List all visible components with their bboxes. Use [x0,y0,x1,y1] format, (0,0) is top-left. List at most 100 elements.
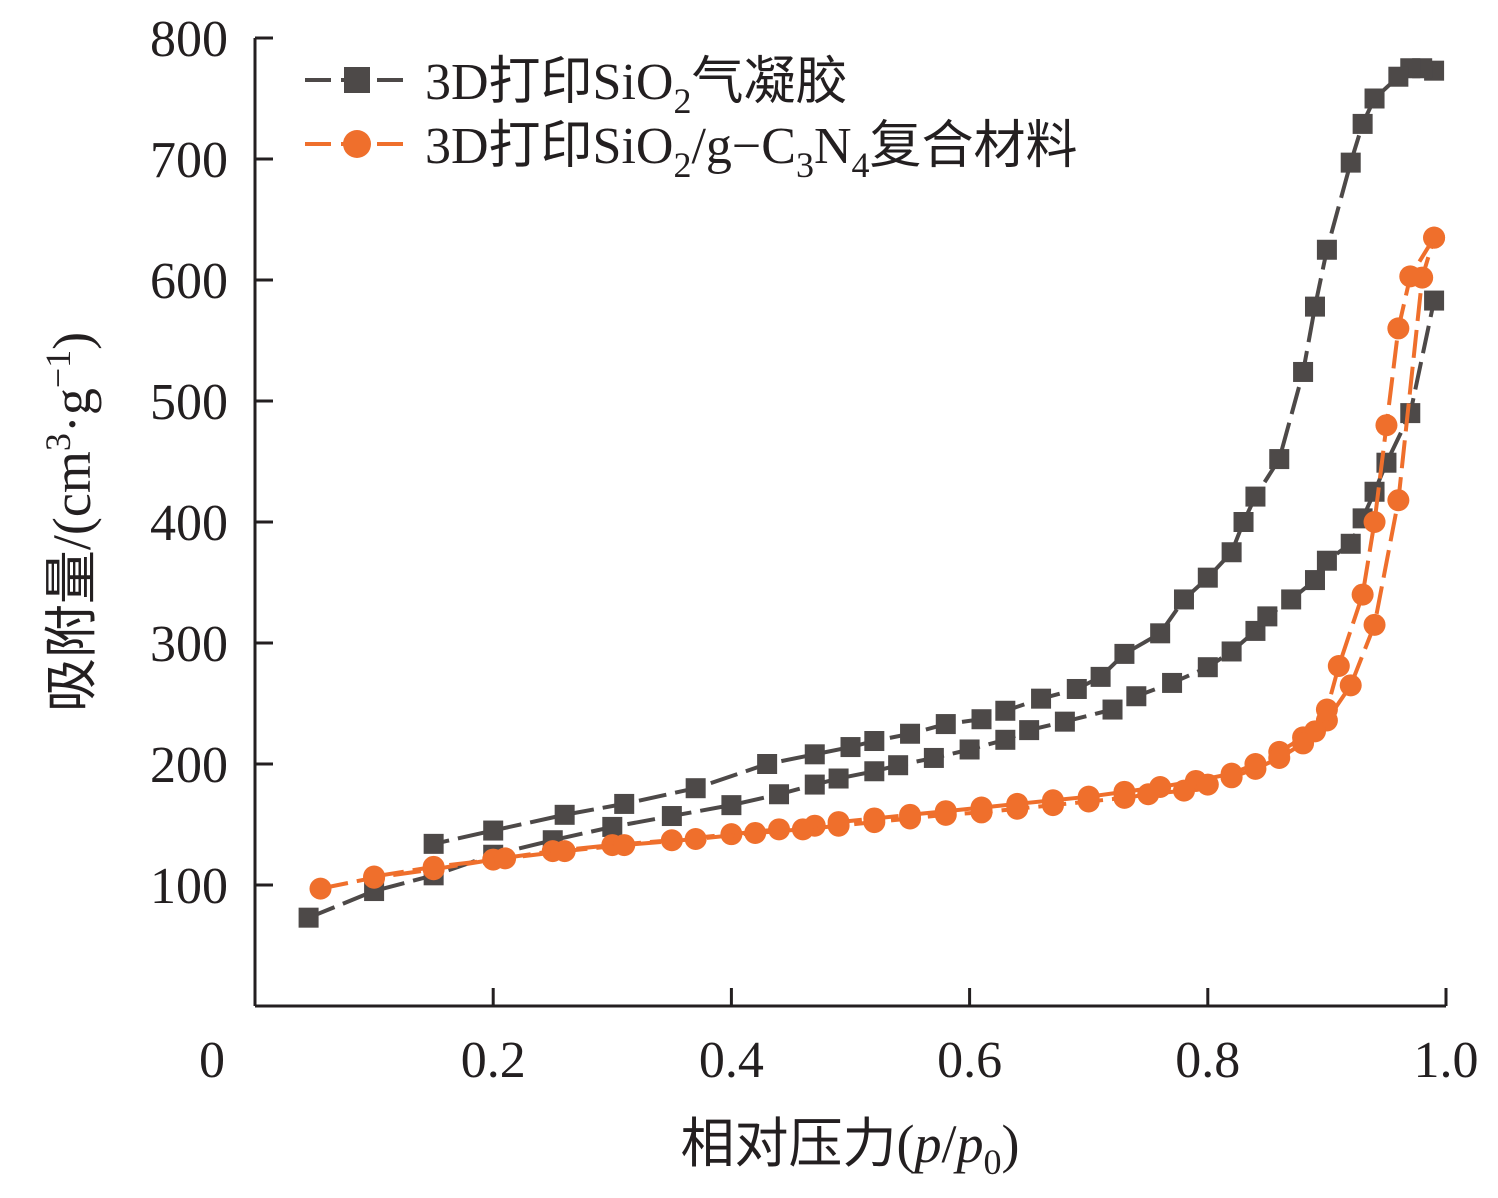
data-point [363,865,386,888]
data-point [553,840,576,863]
legend-entry-composite: 3D打印SiO2/g−C3N4复合材料 [305,118,1078,185]
data-point [828,768,849,789]
data-point [1293,361,1314,382]
data-point [1399,265,1422,288]
data-point [1244,757,1267,780]
x-ticks: 0 0.2 0.4 0.6 0.8 1.0 [199,988,1479,1089]
data-point [1220,766,1243,789]
data-point [1172,779,1195,802]
data-point [1424,290,1445,311]
data-point [804,744,825,765]
data-point [1113,786,1136,809]
data-point [614,793,635,814]
data-point [864,761,885,782]
data-point [1006,797,1029,820]
data-point [613,834,636,857]
data-point [1327,654,1350,677]
series-line-desorption [433,66,1435,846]
data-point [840,737,861,758]
data-point [1423,226,1446,249]
data-point [1339,674,1362,697]
series-line-adsorption [307,300,1437,920]
data-point [864,731,885,752]
data-point [1077,790,1100,813]
y-tick-label: 500 [150,374,228,431]
data-point [1352,113,1373,134]
data-point [423,833,444,854]
data-point [1150,623,1171,644]
data-point [1197,567,1218,588]
y-tick-label: 300 [150,616,228,673]
data-point [1388,66,1409,87]
data-point [298,907,319,928]
data-point [1173,589,1194,610]
data-point [1375,414,1398,437]
data-point [935,714,956,735]
data-point [995,729,1016,750]
x-tick-label: 1.0 [1414,1032,1479,1089]
data-point [1090,666,1111,687]
data-point [1031,688,1052,709]
y-tick-label: 100 [150,858,228,915]
legend-circle-marker [343,130,371,158]
data-point [1364,481,1385,502]
data-point [1245,486,1266,507]
data-point [995,700,1016,721]
data-point [1197,657,1218,678]
x-tick-label: 0.8 [1175,1032,1240,1089]
data-point [1019,720,1040,741]
data-point [494,847,517,870]
y-axis-title: 吸附量/(cm3·g−1) [38,332,102,712]
data-point [1363,511,1386,533]
data-point [1304,570,1325,591]
data-point [1304,296,1325,317]
data-point [768,818,791,841]
data-point [1340,533,1361,554]
x-tick-label: 0.4 [699,1032,764,1089]
series-line-desorption [373,236,1436,879]
data-point [1316,550,1337,571]
data-point [970,801,993,824]
x-tick-label: 0 [199,1032,225,1089]
data-point [923,747,944,768]
data-point [309,877,332,900]
data-point [971,709,992,730]
data-point [1315,698,1338,721]
data-point [483,820,504,841]
x-tick-label: 0.6 [937,1032,1002,1089]
data-point [1316,239,1337,260]
data-point [827,814,850,837]
data-point [1257,606,1278,627]
data-point [1114,643,1135,664]
data-point [1221,542,1242,563]
data-point [1340,152,1361,173]
data-point [899,807,922,830]
y-tick-label: 200 [150,737,228,794]
legend: 3D打印SiO2气凝胶 3D打印SiO2/g−C3N4复合材料 [305,54,1078,185]
data-point [1221,641,1242,662]
data-point [757,754,778,774]
data-point [1066,678,1087,699]
data-point [1162,672,1183,693]
data-point [554,804,575,825]
series-composite [309,226,1446,900]
data-point [1233,512,1254,532]
data-point [684,828,707,851]
data-point [661,806,682,827]
data-point [1281,589,1302,610]
data-point [1041,794,1064,817]
data-point [791,818,814,841]
data-point [1364,88,1385,109]
y-tick-label: 700 [150,132,228,189]
data-point [1137,783,1160,806]
data-point [1126,686,1147,707]
data-point [1102,699,1123,720]
series-aerogel [298,58,1445,928]
data-point [602,816,623,837]
x-axis-title: 相对压力(p/p0) [681,1114,1020,1182]
data-point [1351,583,1374,606]
legend-label-composite: 3D打印SiO2/g−C3N4复合材料 [425,118,1078,185]
data-point [1269,449,1290,470]
data-point [1054,711,1075,732]
